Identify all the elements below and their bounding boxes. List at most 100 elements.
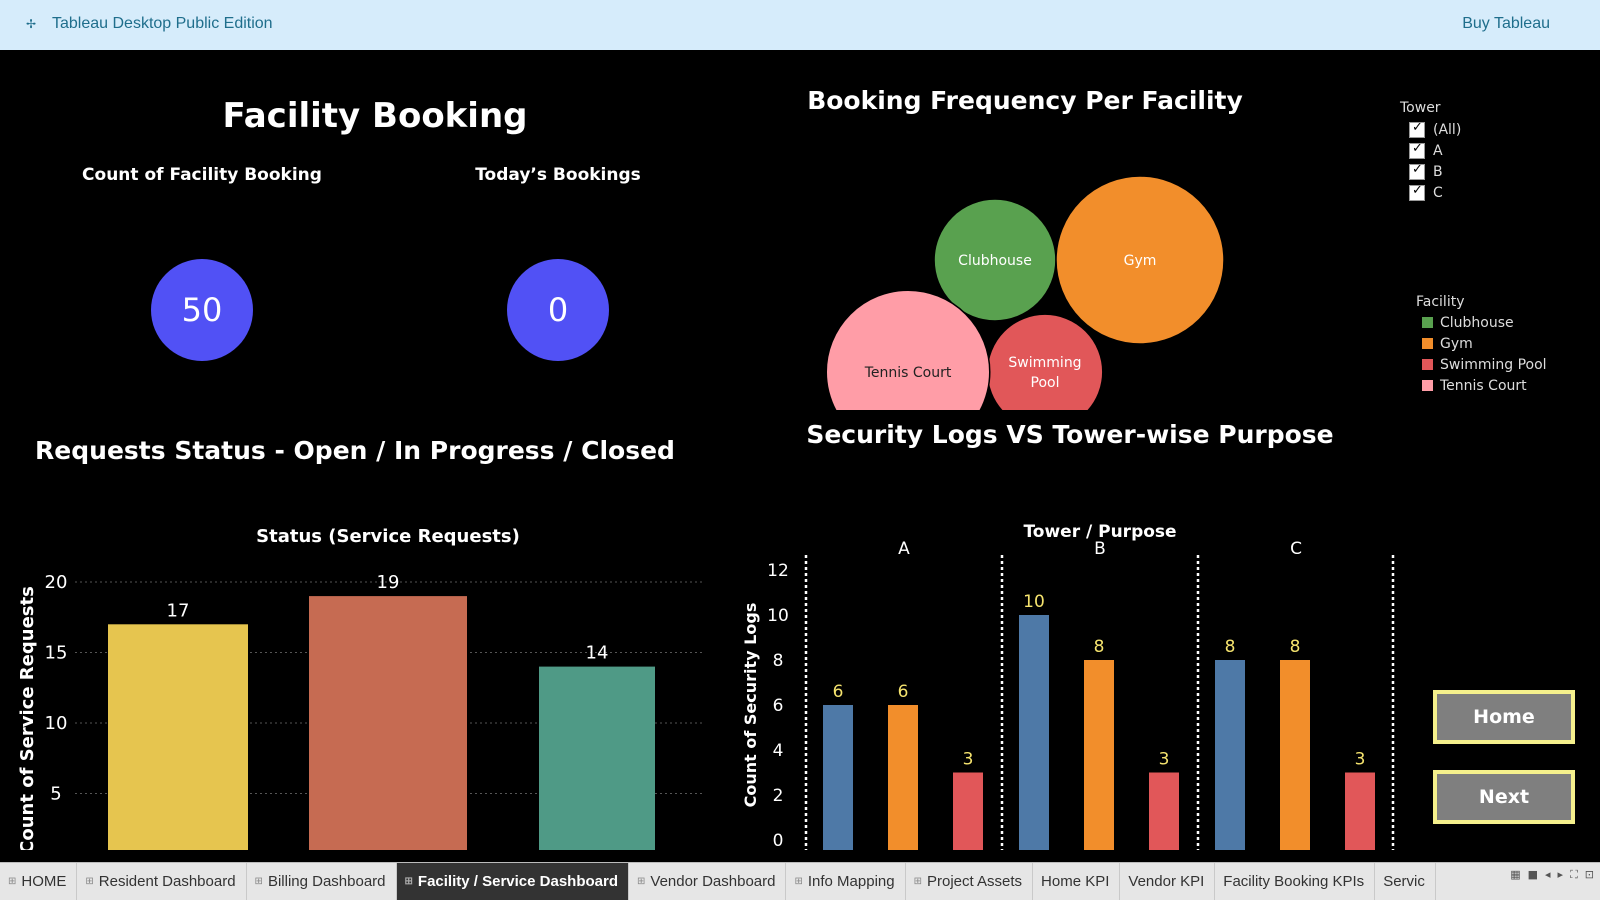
tower-filter-option[interactable]: (All) [1409,119,1461,140]
checkbox-checked-icon[interactable] [1409,183,1425,201]
y-tick-label: 8 [773,651,784,671]
home-button[interactable]: Home [1433,690,1575,744]
bubble-label: Clubhouse [958,253,1032,269]
checkbox-checked-icon[interactable] [1409,120,1425,138]
dashboard-tab-icon: ⊞ [794,876,803,887]
legend-swatch [1422,317,1433,328]
facility-legend-item[interactable]: Gym [1422,333,1547,354]
sheet-tab-label: Facility / Service Dashboard [417,873,618,890]
data-label: 14 [586,643,609,664]
dashboard-canvas: Facility Booking Count of Facility Booki… [0,50,1600,862]
dashboard-tab-icon: ⊞ [404,876,413,887]
sheet-tab[interactable]: ⊞ HOME [0,863,78,900]
sheet-tab[interactable]: ⊞ Billing Dashboard [247,863,397,900]
tableau-logo-icon: ✢ [26,17,37,31]
facility-legend: Facility Clubhouse Gym Swimming Pool Tennis… [1416,294,1547,396]
facility-legend-item[interactable]: Clubhouse [1422,312,1547,333]
sheet-tab-label: Billing Dashboard [267,873,386,890]
sheet-tab-bar: ⊞ HOME ⊞ Resident Dashboard ⊞ Billing Dashboa… [0,862,1600,900]
data-label: 3 [1159,750,1170,770]
bar-pending[interactable] [309,596,467,850]
bar-b-2[interactable] [1149,772,1179,851]
sheet-tab[interactable]: ⊞ Resident Dashboard [77,863,247,900]
checkbox-checked-icon[interactable] [1409,141,1425,159]
fullscreen-icon[interactable]: ⛶ [1570,868,1578,881]
prev-tab-icon[interactable]: ◂ [1545,868,1551,881]
bubble-circle[interactable] [1055,175,1225,345]
bar-b-1[interactable] [1084,660,1114,850]
sheet-tab-label: Home KPI [1041,873,1110,890]
y-tick-label: 0 [773,831,784,850]
bubble-swimming-pool[interactable]: Swimming Pool [986,313,1104,410]
bubble-label: Swimming [1008,355,1081,371]
data-label: 3 [1355,750,1366,770]
dashboard-tab-icon: ⊞ [85,876,94,887]
facility-legend-label: Tennis Court [1440,377,1527,394]
bar-c-0[interactable] [1215,660,1245,850]
legend-swatch [1422,359,1433,370]
kpi-facility-count-value[interactable]: 50 [151,259,253,361]
kpi-todays-bookings-value[interactable]: 0 [507,259,609,361]
sheet-tab-label: Info Mapping [807,873,895,890]
bar-in-progress[interactable] [108,624,248,850]
data-label: 6 [898,682,909,702]
next-button[interactable]: Next [1433,770,1575,824]
tower-filter-option-label: (All) [1433,121,1462,138]
sheet-tab[interactable]: Servic [1375,863,1436,900]
buy-tableau-link[interactable]: Buy Tableau [1462,15,1550,32]
bubble-circle[interactable] [825,289,991,410]
y-tick-label: 6 [773,696,784,716]
bubble-tennis-court[interactable]: Tennis Court [825,289,991,410]
tower-filter-option[interactable]: B [1409,161,1461,182]
tower-filter-option[interactable]: C [1409,182,1461,203]
facility-legend-item[interactable]: Swimming Pool [1422,354,1547,375]
bar-c-1[interactable] [1280,660,1310,850]
sheet-tab-label: Servic [1383,873,1425,890]
security-chart-title: Security Logs VS Tower-wise Purpose [806,420,1334,449]
bar-a-1[interactable] [888,705,918,850]
checkbox-checked-icon[interactable] [1409,162,1425,180]
y-axis-title: Count of Service Requests [17,586,38,850]
bar-c-2[interactable] [1345,772,1375,851]
legend-swatch [1422,338,1433,349]
data-label: 10 [1023,592,1045,612]
tower-filter-option-label: A [1433,142,1443,159]
facility-legend-label: Swimming Pool [1440,356,1547,373]
sheet-tab[interactable]: Home KPI [1033,863,1121,900]
y-tick-label: 10 [767,606,789,626]
y-tick-label: 4 [773,741,784,761]
tower-filter-title: Tower [1400,100,1441,116]
sheet-tab[interactable]: Vendor KPI [1120,863,1216,900]
bar-b-0[interactable] [1019,615,1049,850]
sheet-tab[interactable]: Facility Booking KPIs [1215,863,1376,900]
sheet-tab[interactable]: ⊞ Info Mapping [786,863,906,900]
grid-view-icon[interactable]: ▦ [1510,868,1521,881]
facility-legend-label: Clubhouse [1440,314,1514,331]
dashboard-title: Facility Booking [222,96,528,136]
data-label: 17 [167,600,190,621]
facility-legend-item[interactable]: Tennis Court [1422,375,1547,396]
sheet-tab-label: Facility Booking KPIs [1223,873,1365,890]
bar-resolved[interactable] [539,666,655,850]
sheet-tab[interactable]: ⊞ Vendor Dashboard [629,863,787,900]
data-label: 8 [1225,637,1236,657]
requests-status-chart: Status (Service Requests) Count of Servic… [17,526,705,850]
bubble-gym[interactable]: Gym [1055,175,1225,345]
dashboard-tab-icon: ⊞ [254,876,263,887]
data-label: 3 [963,750,974,770]
sheet-tab-label: HOME [21,873,67,890]
y-tick-label: 12 [767,561,789,581]
filmstrip-view-icon[interactable]: ■ [1527,868,1539,881]
next-tab-icon[interactable]: ▸ [1557,868,1564,881]
sheet-tab[interactable]: ⊞ Project Assets [906,863,1034,900]
x-axis-title: Status (Service Requests) [256,526,520,547]
tower-filter-option[interactable]: A [1409,140,1461,161]
sheet-tab[interactable]: ⊞ Facility / Service Dashboard [396,863,629,900]
sheet-tab-label: Vendor Dashboard [650,873,776,890]
legend-swatch [1422,380,1433,391]
bar-a-0[interactable] [823,705,853,850]
tower-filter: Tower (All) ABC [1400,100,1461,203]
data-label: 19 [377,572,400,593]
bar-a-2[interactable] [953,772,983,851]
presentation-icon[interactable]: ⊡ [1584,868,1594,881]
